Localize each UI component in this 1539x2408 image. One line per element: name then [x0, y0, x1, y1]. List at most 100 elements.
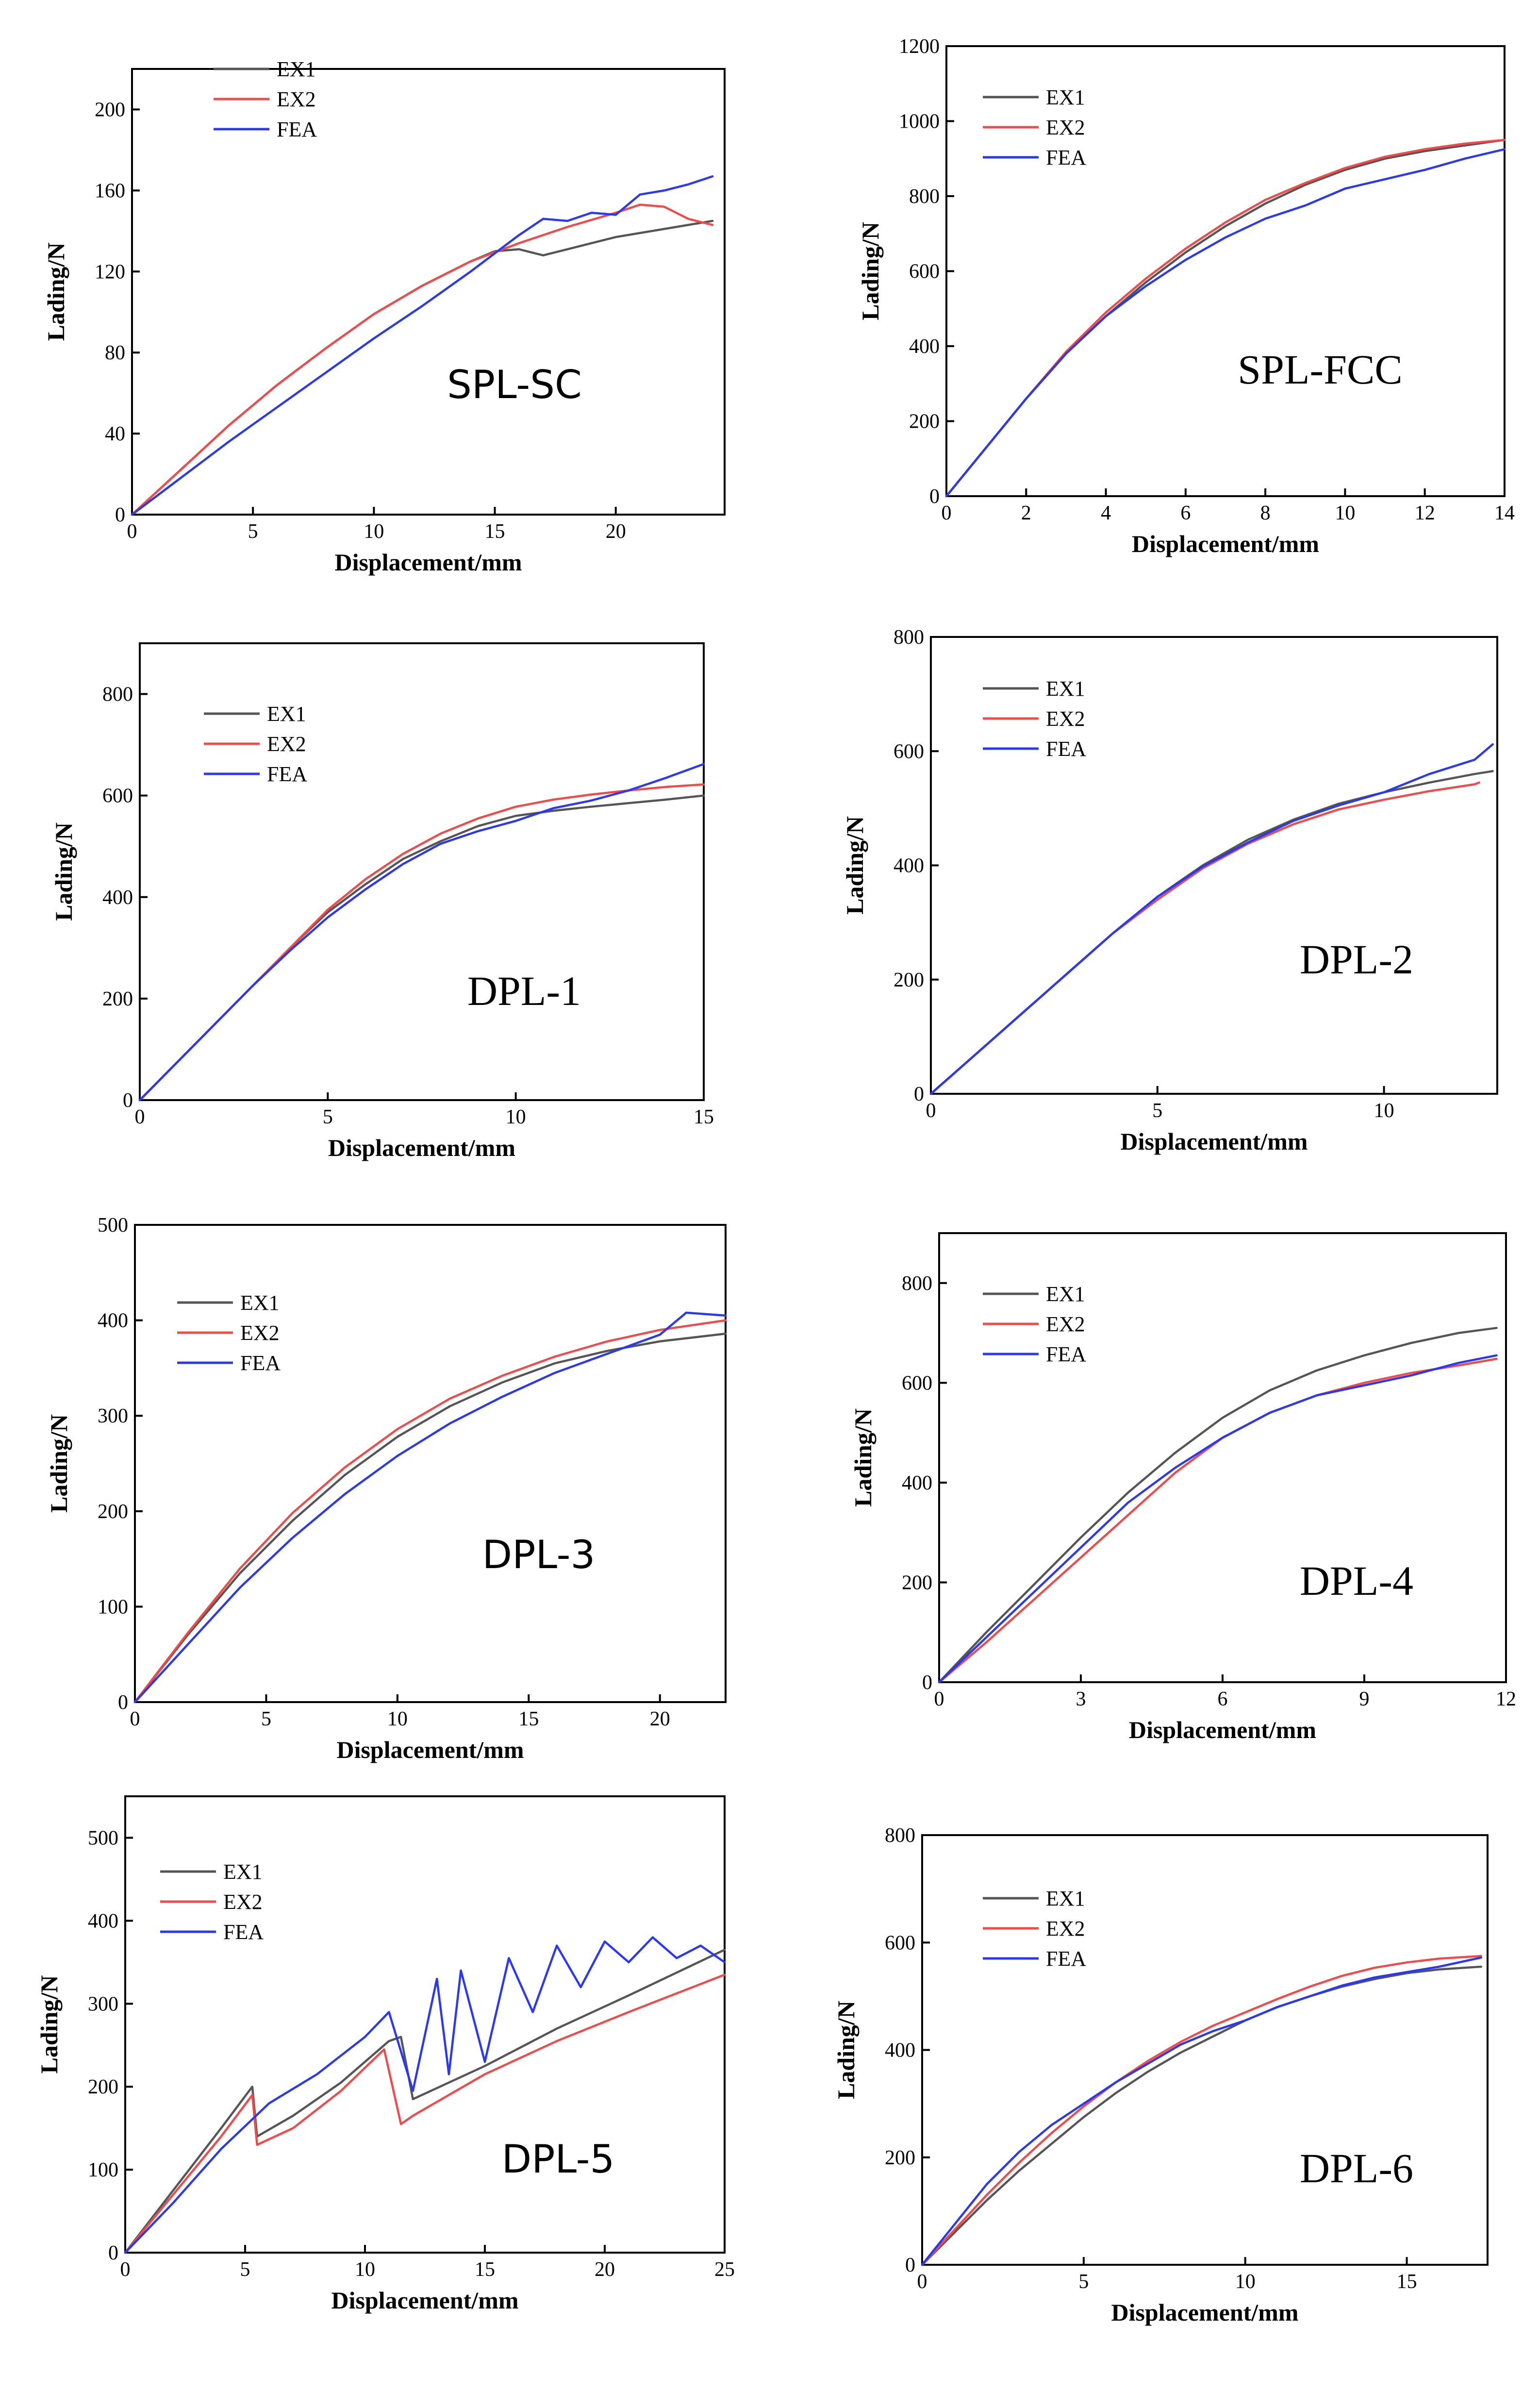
legend-label-ex2: EX2	[267, 732, 306, 756]
y-tick-label: 300	[98, 1405, 128, 1427]
y-tick-label: 200	[909, 411, 940, 433]
x-axis-label: Displacement/mm	[1120, 1128, 1307, 1155]
y-tick-label: 800	[909, 185, 940, 208]
chart-panel-2: 0 2 4 6 8 10 12 14 0 200 400 600 800 1000 1200 Displace…	[857, 35, 1515, 557]
y-tick-label: 0	[905, 2254, 915, 2276]
series-line-fea	[938, 1354, 1498, 1684]
chart-panel-1: 0 5 10 15 2004080120160200Displacement/mmLad…	[42, 57, 726, 576]
x-tick-label: 0	[942, 502, 952, 524]
legend-label-ex1: EX1	[1046, 1282, 1085, 1306]
series-line-ex1	[133, 1332, 727, 1704]
y-tick-label: 200	[885, 2147, 915, 2169]
x-tick-label: 25	[714, 2258, 735, 2281]
y-tick-label: 500	[98, 1214, 128, 1237]
plot-frame	[134, 1224, 727, 1703]
y-tick-label: 200	[902, 1572, 932, 1594]
x-tick-label: 10	[506, 1106, 526, 1128]
y-axis-label: Lading/N	[857, 222, 884, 320]
y-tick-label: 400	[909, 335, 940, 358]
y-tick-label: 800	[102, 684, 133, 706]
chart-panel-8: 0 5 10 15 0 200 400 600 800 Displacement/mm Lading…	[832, 1824, 1489, 2326]
x-tick-label: 20	[595, 2258, 615, 2281]
x-tick-label: 10	[1374, 1100, 1394, 1122]
y-tick-label: 600	[885, 1932, 915, 1954]
y-tick-label: 400	[98, 1310, 128, 1332]
panel-title: DPL-1	[467, 968, 581, 1014]
y-tick-label: 160	[95, 180, 125, 202]
y-tick-label: 0	[123, 1089, 133, 1112]
series-line-ex2	[938, 1357, 1498, 1684]
x-tick-label: 6	[1218, 1688, 1228, 1710]
x-tick-label: 5	[1152, 1100, 1162, 1122]
legend-label-ex2: EX2	[223, 1890, 263, 1914]
x-axis-label: Displacement/mm	[1132, 530, 1319, 557]
x-tick-label: 0	[127, 520, 137, 543]
x-tick-label: 6	[1180, 502, 1191, 524]
y-tick-label: 600	[909, 261, 940, 283]
series-line-fea	[138, 763, 705, 1102]
legend-label-fea: FEA	[1046, 146, 1086, 169]
legend-label-fea: FEA	[1046, 1342, 1086, 1366]
plot-frame	[930, 636, 1498, 1095]
legend-label-fea: FEA	[277, 117, 317, 141]
y-tick-label: 400	[88, 1910, 118, 1932]
x-tick-label: 4	[1101, 502, 1111, 524]
chart-panel-6: 0 3 6 9 12 0 200 400 600 800 Displacement/mm Lading…	[849, 1232, 1516, 1743]
series-line-fea	[921, 1956, 1482, 2266]
y-axis-label: Lading/N	[50, 822, 77, 921]
legend-label-ex2: EX2	[1046, 1917, 1085, 1940]
series-line-fea	[929, 743, 1494, 1095]
y-tick-label: 200	[95, 99, 125, 121]
x-tick-label: 14	[1494, 502, 1515, 524]
y-tick-label: 200	[102, 988, 133, 1010]
series-line-fea	[133, 1311, 727, 1704]
legend-label-ex1: EX1	[267, 702, 306, 726]
chart-panel-7: 0 5 10 15 20 25 0 100 200 300 400 500 Displacement/m…	[35, 1795, 735, 2314]
y-axis-label: Lading/N	[45, 1414, 72, 1513]
legend-label-fea: FEA	[1046, 737, 1086, 761]
legend-label-fea: FEA	[223, 1920, 264, 1944]
y-tick-label: 400	[894, 855, 924, 877]
x-tick-label: 15	[518, 1708, 539, 1730]
series-line-ex1	[124, 1948, 726, 2254]
x-tick-label: 0	[934, 1688, 944, 1710]
panel-title: SPL-FCC	[1238, 346, 1402, 393]
x-tick-label: 5	[1078, 2271, 1089, 2293]
x-tick-label: 20	[650, 1708, 670, 1730]
x-tick-label: 20	[606, 520, 626, 543]
x-axis-label: Displacement/mm	[328, 1134, 515, 1161]
legend-label-ex1: EX1	[277, 57, 316, 81]
plot-frame	[938, 1232, 1507, 1683]
chart-panel-4: 0 5 10 0 200 400 600 800 Displacement/mm Lading/N…	[841, 626, 1498, 1155]
y-tick-label: 0	[914, 1083, 924, 1105]
series-line-ex1	[921, 1965, 1482, 2266]
legend-label-fea: FEA	[267, 762, 307, 786]
y-tick-label: 800	[885, 1824, 915, 1847]
y-tick-label: 100	[98, 1596, 128, 1618]
panel-title: SPL-SC	[447, 362, 582, 407]
x-tick-label: 5	[261, 1708, 271, 1730]
series-line-ex1	[938, 1327, 1498, 1684]
y-tick-label: 200	[98, 1501, 128, 1523]
y-tick-label: 800	[902, 1272, 932, 1295]
x-tick-label: 10	[355, 2258, 375, 2281]
legend-label-ex2: EX2	[1046, 1312, 1085, 1336]
legend-label-ex1: EX1	[240, 1291, 280, 1315]
x-tick-label: 15	[485, 520, 505, 543]
y-tick-label: 200	[88, 2076, 118, 2098]
series-line-fea	[945, 148, 1506, 498]
x-tick-label: 0	[135, 1106, 145, 1128]
y-tick-label: 40	[105, 423, 125, 445]
y-tick-label: 100	[88, 2159, 118, 2181]
panel-title: DPL-2	[1300, 936, 1413, 983]
series-line-ex2	[138, 783, 705, 1102]
y-tick-label: 400	[902, 1472, 932, 1494]
y-tick-label: 0	[118, 1691, 128, 1714]
y-tick-label: 0	[108, 2242, 118, 2264]
plot-frame	[124, 1795, 726, 2254]
panel-title: DPL-3	[482, 1532, 596, 1577]
series-line-ex2	[945, 138, 1506, 498]
x-tick-label: 15	[694, 1106, 714, 1128]
series-line-ex1	[138, 794, 705, 1102]
x-tick-label: 5	[323, 1106, 333, 1128]
